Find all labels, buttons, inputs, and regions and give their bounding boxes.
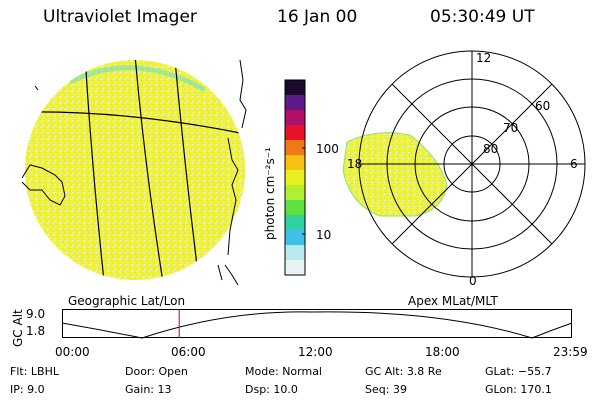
colorbar-band — [285, 185, 305, 201]
colorbar-band — [285, 95, 305, 111]
colorbar-unit-label: photon cm⁻²s⁻¹ — [263, 147, 277, 240]
timeline-ytick-9: 9.0 — [26, 307, 46, 321]
gain-field: Gain: 13 — [125, 383, 172, 396]
altitude-curve — [62, 311, 573, 339]
graticule-lines — [25, 60, 245, 280]
mlt-label-12: 12 — [476, 51, 491, 65]
colorbar — [284, 79, 306, 276]
orbit-altitude-timeline — [62, 309, 573, 339]
colorbar-tick-10: 10 — [316, 228, 332, 242]
instrument-title: Ultraviolet Imager — [43, 7, 197, 27]
timeline-xtick-1200: 12:00 — [298, 345, 333, 359]
coastlines — [21, 59, 247, 286]
mlat-label-80: 80 — [483, 142, 498, 156]
auroral-oval-region — [342, 132, 448, 217]
image-time: 05:30:49 UT — [430, 7, 535, 27]
geographic-image — [21, 59, 247, 286]
colorbar-band — [285, 140, 305, 156]
colorbar-band — [285, 230, 305, 246]
seq-field: Seq: 39 — [365, 383, 407, 396]
mlat-label-60: 60 — [535, 99, 550, 113]
glon-field: GLon: 170.1 — [485, 383, 552, 396]
ip-field: IP: 9.0 — [10, 383, 45, 396]
mode-field: Mode: Normal — [245, 365, 322, 378]
colorbar-band — [285, 110, 305, 126]
timeline-xtick-2359: 23:59 — [553, 345, 588, 359]
timeline-ytick-1_8: 1.8 — [26, 324, 46, 338]
timeline-xtick-0600: 06:00 — [171, 345, 206, 359]
colorbar-band — [285, 170, 305, 186]
colorbar-band — [285, 155, 305, 171]
polar-grid — [358, 50, 586, 278]
image-date: 16 Jan 00 — [277, 7, 358, 27]
polar-panel-label: Apex MLat/MLT — [408, 294, 498, 308]
colorbar-band — [285, 260, 305, 276]
dsp-field: Dsp: 10.0 — [245, 383, 298, 396]
timeline-xtick-1800: 18:00 — [425, 345, 460, 359]
filter-field: Flt: LBHL — [10, 365, 59, 378]
timeline-xtick-0000: 00:00 — [55, 345, 90, 359]
mlt-label-6: 6 — [570, 157, 578, 171]
earth-disk — [25, 60, 245, 280]
colorbar-band — [285, 215, 305, 231]
mlt-label-18: 18 — [347, 157, 362, 171]
gc-alt-field: GC Alt: 3.8 Re — [365, 365, 442, 378]
geographic-panel-label: Geographic Lat/Lon — [68, 294, 186, 308]
glat-field: GLat: −55.7 — [485, 365, 552, 378]
mlat-label-70: 70 — [503, 121, 518, 135]
colorbar-band — [285, 80, 305, 96]
colorbar-band — [285, 200, 305, 216]
timeline-axis-label: GC Alt — [11, 309, 25, 347]
colorbar-band — [285, 245, 305, 261]
mlt-label-0: 0 — [469, 274, 477, 288]
colorbar-band — [285, 125, 305, 141]
colorbar-tick-100: 100 — [316, 142, 339, 156]
polar-plot: 12 18 6 0 80 70 60 — [342, 50, 586, 288]
door-field: Door: Open — [125, 365, 188, 378]
